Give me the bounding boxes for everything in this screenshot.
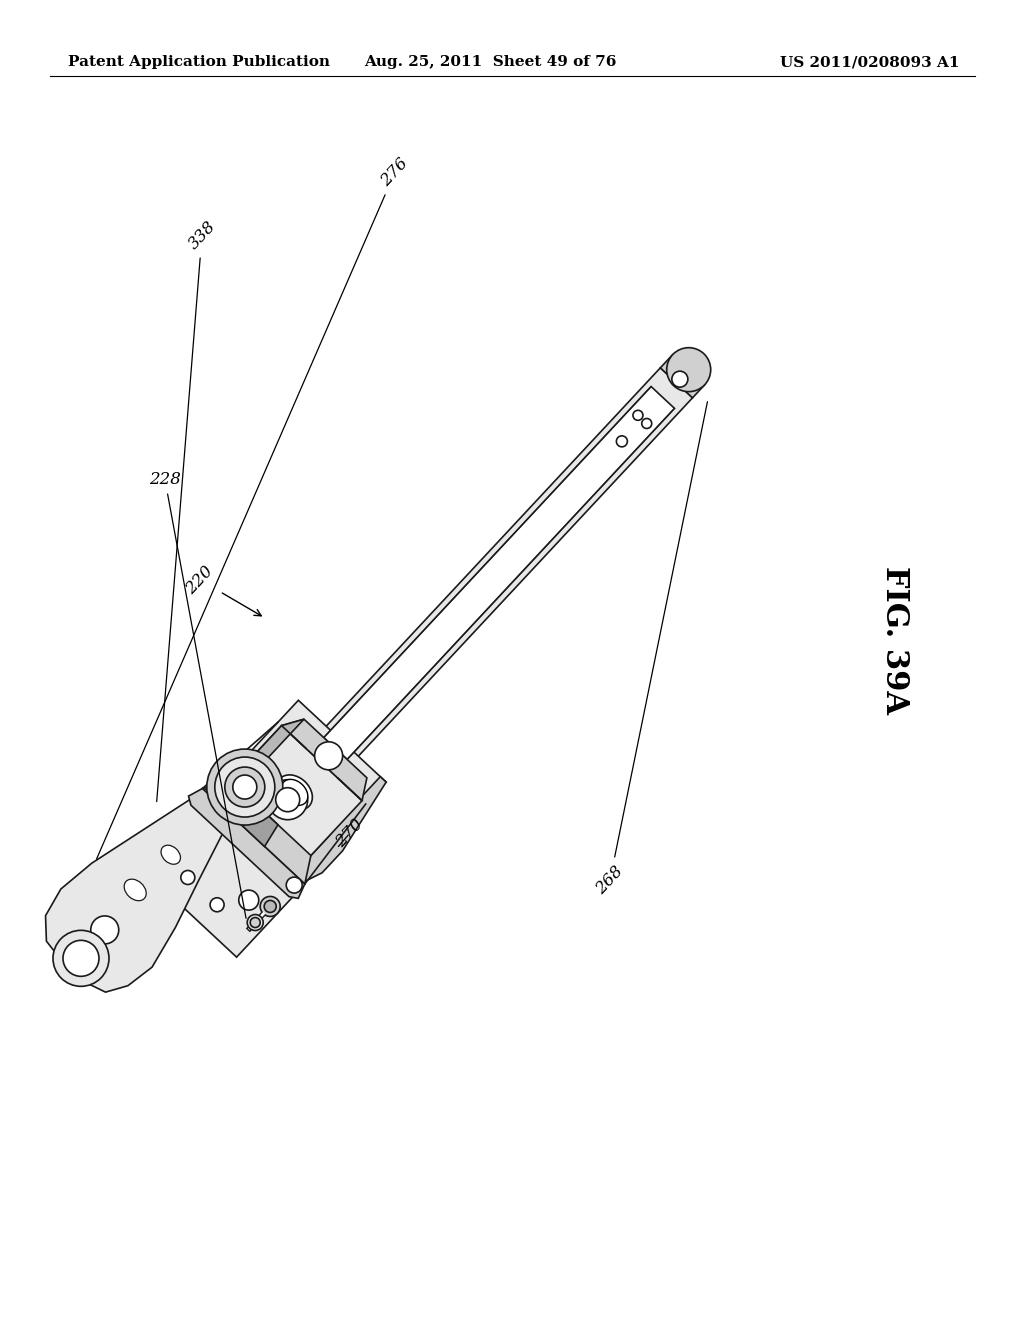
Circle shape [53, 931, 109, 986]
Ellipse shape [124, 879, 146, 900]
Circle shape [667, 347, 711, 392]
Circle shape [207, 748, 283, 825]
Text: Aug. 25, 2011  Sheet 49 of 76: Aug. 25, 2011 Sheet 49 of 76 [364, 55, 616, 69]
Circle shape [642, 418, 651, 429]
Circle shape [250, 917, 260, 928]
Text: 276: 276 [96, 154, 412, 859]
Polygon shape [660, 355, 705, 397]
Polygon shape [203, 780, 311, 884]
Polygon shape [324, 387, 675, 759]
Circle shape [91, 916, 119, 944]
Circle shape [215, 758, 274, 817]
Ellipse shape [282, 779, 308, 805]
Ellipse shape [276, 775, 312, 810]
Text: 228: 228 [150, 471, 246, 919]
Polygon shape [282, 719, 367, 801]
Circle shape [264, 900, 276, 912]
Circle shape [232, 775, 257, 799]
Circle shape [616, 436, 628, 447]
Circle shape [314, 742, 343, 770]
Polygon shape [134, 788, 305, 957]
Circle shape [239, 890, 259, 909]
Circle shape [260, 896, 281, 916]
Polygon shape [278, 776, 386, 892]
Circle shape [210, 898, 224, 912]
Text: US 2011/0208093 A1: US 2011/0208093 A1 [780, 55, 961, 69]
Text: Patent Application Publication: Patent Application Publication [68, 55, 330, 69]
Ellipse shape [161, 845, 180, 865]
Circle shape [267, 780, 307, 820]
Polygon shape [196, 701, 386, 892]
Text: 270: 270 [333, 816, 367, 850]
Polygon shape [243, 812, 278, 846]
Polygon shape [134, 780, 230, 862]
Text: 220: 220 [183, 562, 261, 616]
Circle shape [275, 788, 300, 812]
Text: 338: 338 [157, 218, 219, 801]
Circle shape [287, 876, 302, 894]
Circle shape [247, 915, 263, 931]
Polygon shape [306, 368, 692, 777]
Circle shape [672, 371, 688, 387]
Polygon shape [213, 726, 362, 874]
Polygon shape [188, 788, 305, 899]
Circle shape [181, 870, 195, 884]
Circle shape [225, 767, 265, 807]
Polygon shape [45, 784, 231, 993]
Circle shape [633, 411, 643, 420]
Text: FIG. 39A: FIG. 39A [880, 566, 910, 714]
Polygon shape [213, 719, 304, 799]
Circle shape [63, 940, 99, 977]
Text: 268: 268 [593, 401, 708, 898]
